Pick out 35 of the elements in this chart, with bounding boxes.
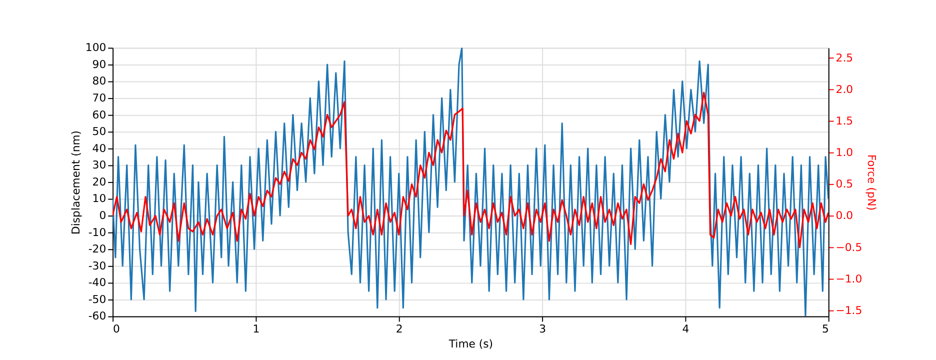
y-tick-label: 0 bbox=[99, 209, 106, 222]
x-tick-label: 2 bbox=[396, 322, 403, 336]
y-tick-label: 20 bbox=[92, 175, 106, 188]
y-tick-label: 10 bbox=[92, 192, 106, 206]
x-tick-label: 3 bbox=[539, 322, 546, 336]
y-tick-label: 30 bbox=[92, 158, 106, 172]
y2-tick-label: −1.5 bbox=[836, 304, 862, 318]
y2-axis-title: Force (pN) bbox=[865, 154, 878, 211]
x-tick-label: 5 bbox=[822, 322, 829, 336]
y-tick-label: 40 bbox=[92, 142, 106, 155]
y2-tick-label: 1.5 bbox=[836, 114, 854, 128]
x-tick-label: 0 bbox=[113, 322, 120, 336]
y-tick-label: -50 bbox=[88, 292, 106, 306]
y-tick-label: 90 bbox=[92, 58, 106, 71]
y-tick-label: 60 bbox=[92, 108, 106, 122]
y-tick-label: -30 bbox=[88, 259, 106, 272]
y2-tick-label: 1.0 bbox=[836, 146, 854, 160]
x-axis-title: Time (s) bbox=[448, 337, 494, 350]
y-tick-label: 100 bbox=[85, 41, 106, 54]
y2-tick-label: 2.0 bbox=[836, 82, 854, 96]
y-tick-label: -10 bbox=[88, 226, 106, 239]
x-tick-label: 4 bbox=[682, 322, 690, 336]
y-axis-title: Displacement (nm) bbox=[69, 130, 82, 234]
y-tick-label: 80 bbox=[92, 74, 106, 88]
y2-tick-label: 2.5 bbox=[836, 51, 854, 64]
x-tick-label: 1 bbox=[252, 322, 260, 336]
y2-tick-label: 0.5 bbox=[836, 178, 854, 191]
y-tick-label: -20 bbox=[88, 242, 106, 256]
y-tick-label: 50 bbox=[92, 125, 106, 138]
y-tick-label: -40 bbox=[88, 276, 106, 290]
y2-tick-label: −1.0 bbox=[836, 272, 862, 286]
y2-tick-label: 0.0 bbox=[836, 209, 854, 222]
y-tick-label: 70 bbox=[92, 92, 106, 105]
y-tick-label: -60 bbox=[88, 310, 106, 323]
y2-tick-label: −0.5 bbox=[836, 240, 862, 254]
